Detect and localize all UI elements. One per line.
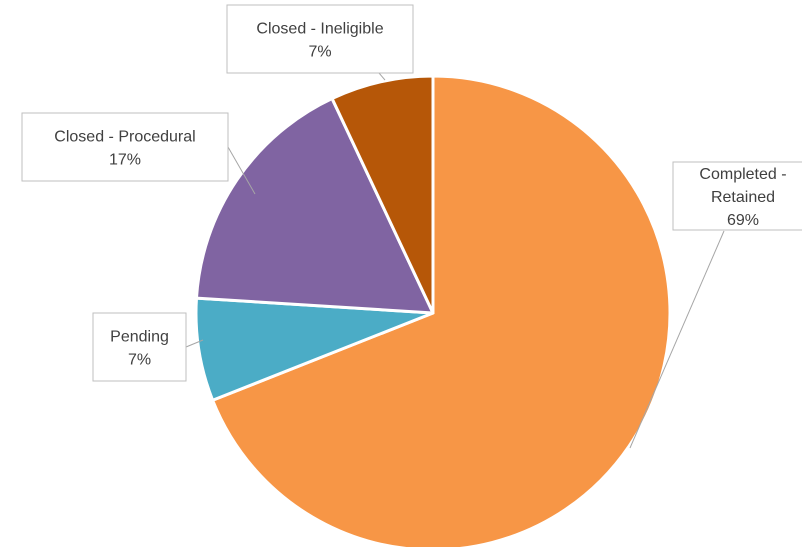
data-label-closed-ineligible: Closed - Ineligible 7%: [226, 4, 414, 74]
data-label-closed-procedural: Closed - Procedural 17%: [21, 112, 229, 182]
leader-line-closed-ineligible: [378, 72, 386, 81]
data-label-percent: 7%: [128, 352, 151, 369]
pie-slices: [194, 74, 672, 547]
data-label-category: Closed - Procedural: [54, 129, 195, 146]
leader-lines: [185, 72, 725, 449]
slice-closed-procedural: [194, 97, 435, 315]
leader-line-closed-procedural: [227, 146, 256, 195]
leader-line-pending: [185, 339, 204, 348]
data-label-pending: Pending 7%: [92, 312, 187, 382]
data-label-box: [226, 4, 414, 74]
data-label-box: [92, 312, 187, 382]
slice-completed-retained: [211, 74, 672, 547]
data-label-box: [672, 161, 802, 231]
data-label-category: Retained: [711, 189, 775, 206]
slice-closed-ineligible: [330, 74, 435, 315]
data-label-category: Closed - Ineligible: [256, 21, 383, 38]
data-label-completed-retained: Completed - Retained 69%: [672, 161, 802, 231]
data-label-percent: 17%: [109, 152, 141, 169]
data-label-box: [21, 112, 229, 182]
data-label-category: Completed -: [699, 166, 786, 183]
leader-line-completed-retained: [629, 230, 725, 449]
data-label-percent: 7%: [308, 44, 331, 61]
data-label-percent: 69%: [727, 212, 759, 229]
data-label-category: Pending: [110, 329, 169, 346]
slice-pending: [194, 296, 435, 402]
